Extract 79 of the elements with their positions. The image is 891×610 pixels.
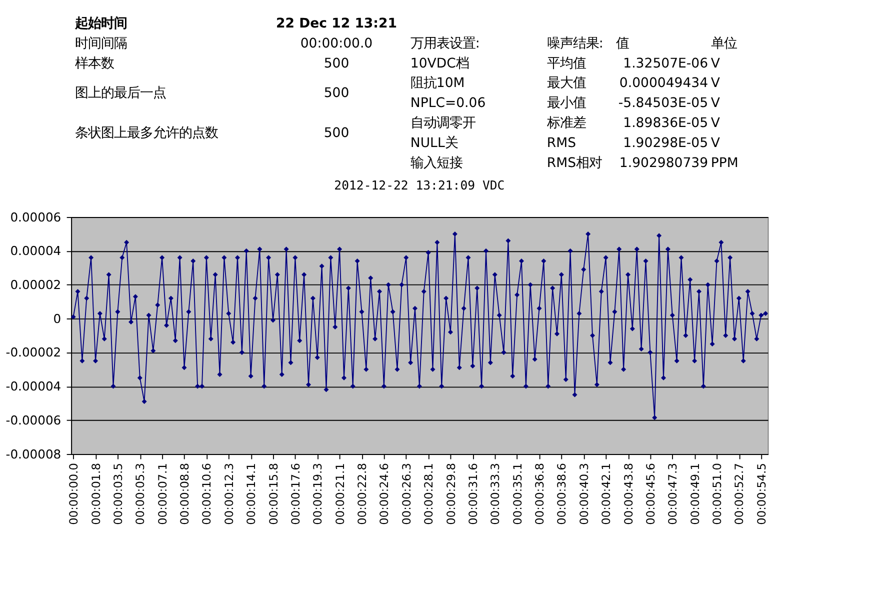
- text: 样本数: [74, 56, 114, 72]
- text: RMS相对: [546, 156, 602, 171]
- text: PPM: [710, 156, 738, 171]
- text: 最小值: [546, 96, 586, 112]
- x-tick-label: 00:00:00.0: [66, 462, 81, 525]
- text: 标准差: [546, 116, 586, 131]
- text: 条状图上最多允许的点数: [74, 126, 218, 141]
- x-tick-label: 00:00:05.3: [133, 462, 148, 525]
- text: V: [710, 56, 720, 72]
- x-tick-label: 00:00:26.3: [399, 462, 414, 525]
- x-tick-label: 00:00:10.6: [200, 462, 214, 525]
- y-tick-label: 0: [53, 312, 62, 326]
- text: V: [710, 96, 720, 112]
- text: 1.90298E-05: [623, 136, 708, 151]
- x-tick-label: 00:00:28.1: [422, 462, 436, 525]
- x-tick-label: 00:00:31.6: [466, 462, 480, 525]
- y-tick-label: -0.00008: [6, 447, 62, 462]
- x-tick-label: 00:00:49.1: [688, 462, 702, 525]
- x-tick-label: 00:00:42.1: [599, 462, 614, 525]
- text: 起始时间: [74, 15, 127, 32]
- text: 输入短接: [410, 156, 462, 171]
- x-tick-label: 00:00:22.8: [355, 462, 370, 525]
- text: 噪声结果:: [546, 36, 604, 52]
- y-tick-label: -0.00006: [6, 413, 62, 428]
- text: 0.000049434: [619, 76, 708, 92]
- text: 自动调零开: [410, 116, 476, 131]
- x-tick-label: 00:00:21.1: [332, 462, 347, 525]
- text: 图上的最后一点: [74, 86, 166, 102]
- x-tick-label: 00:00:38.6: [554, 462, 569, 525]
- x-tick-label: 00:00:40.3: [576, 462, 591, 525]
- chart-title: 2012-12-22 13:21:09 VDC: [334, 178, 505, 193]
- x-tick-label: 00:00:15.8: [266, 462, 280, 525]
- text: V: [710, 136, 720, 151]
- x-tick-label: 00:00:19.3: [310, 462, 325, 525]
- y-tick-label: -0.00004: [6, 380, 62, 394]
- x-tick-label: 00:00:07.1: [155, 462, 170, 525]
- text: V: [710, 116, 720, 131]
- x-tick-label: 00:00:29.8: [444, 462, 458, 525]
- text: 单位: [710, 36, 737, 52]
- y-tick-label: -0.00002: [6, 346, 62, 360]
- text: 阻抗10M: [410, 76, 465, 92]
- y-tick-label: 0.00006: [10, 210, 62, 224]
- text: 00:00:00.0: [300, 36, 373, 52]
- text: RMS: [546, 136, 576, 151]
- x-tick-label: 00:00:45.6: [643, 462, 658, 525]
- text: 1.32507E-06: [623, 56, 708, 72]
- x-tick-label: 00:00:54.5: [754, 462, 768, 525]
- x-tick-label: 00:00:12.3: [222, 462, 236, 525]
- text: 500: [324, 86, 350, 102]
- x-tick-label: 00:00:52.7: [732, 462, 746, 525]
- text: 1.902980739: [619, 156, 708, 171]
- x-tick-label: 00:00:17.6: [288, 462, 302, 525]
- text: 1.89836E-05: [623, 116, 708, 131]
- x-tick-label: 00:00:51.0: [710, 462, 724, 525]
- x-tick-label: 00:00:33.3: [488, 462, 502, 525]
- text: 10VDC档: [410, 56, 469, 72]
- text: 时间间隔: [74, 36, 127, 52]
- x-tick-label: 00:00:14.1: [244, 462, 258, 525]
- text: 最大值: [546, 76, 586, 92]
- y-tick-label: 0.00004: [10, 244, 62, 258]
- x-tick-label: 00:00:36.8: [532, 462, 547, 525]
- text: 500: [324, 126, 350, 141]
- text: 值: [616, 36, 630, 52]
- x-tick-label: 00:00:03.5: [110, 462, 125, 525]
- y-tick-label: 0.00002: [10, 278, 62, 292]
- text: 500: [324, 56, 350, 72]
- text: 22 Dec 12 13:21: [276, 16, 397, 32]
- x-tick-label: 00:00:47.3: [666, 462, 680, 525]
- text: NPLC=0.06: [410, 96, 486, 112]
- x-tick-label: 00:00:08.8: [178, 462, 192, 525]
- x-tick-label: 00:00:01.8: [88, 462, 103, 525]
- x-tick-label: 00:00:43.8: [621, 462, 636, 525]
- text: V: [710, 76, 720, 92]
- text: 平均值: [546, 56, 586, 72]
- x-tick-label: 00:00:24.6: [377, 462, 392, 525]
- text: 万用表设置:: [410, 36, 480, 52]
- x-tick-label: 00:00:35.1: [510, 462, 524, 525]
- text: NULL关: [410, 136, 458, 151]
- text: -5.84503E-05: [618, 96, 708, 112]
